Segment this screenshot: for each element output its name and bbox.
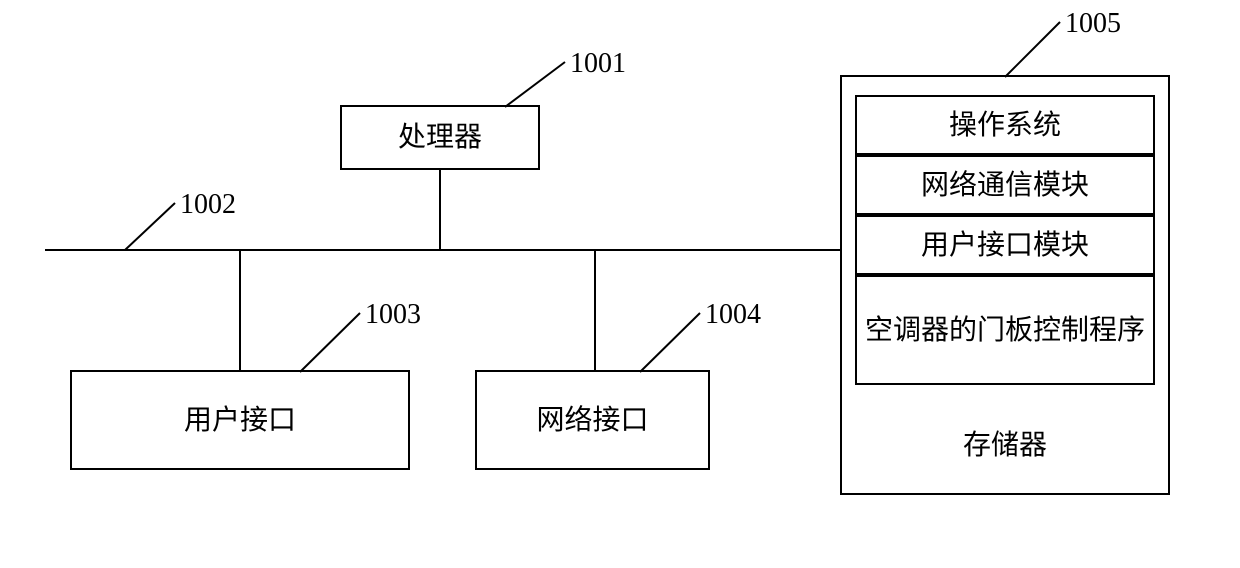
diagram-canvas: 处理器 用户接口 网络接口 操作系统 网络通信模块 用户接口模块 空调器的门板控… [0,0,1240,568]
leader-lines [0,0,1240,568]
